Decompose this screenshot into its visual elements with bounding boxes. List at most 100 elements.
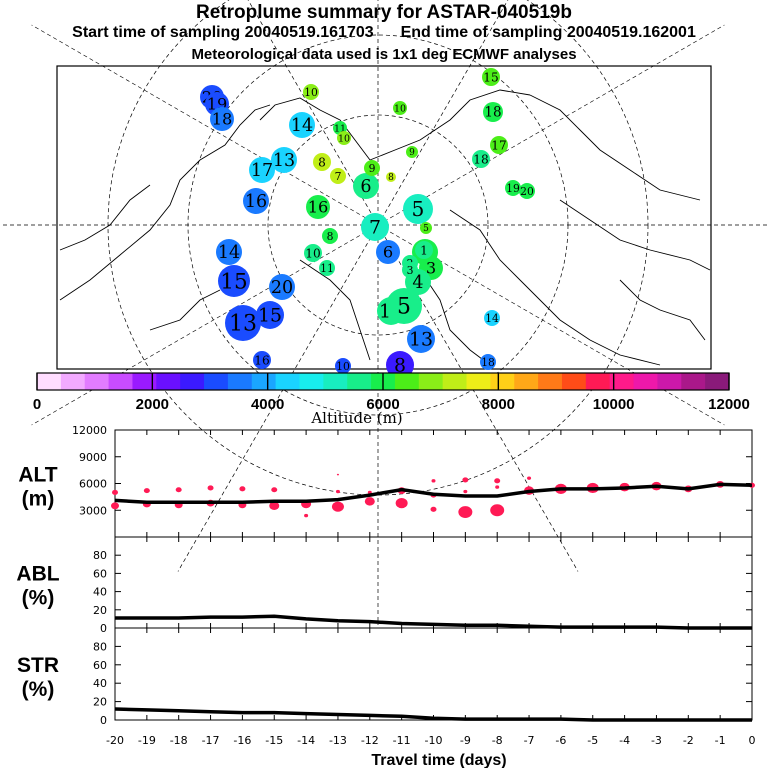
bubble-label: 14 — [291, 116, 313, 136]
altitude-point — [395, 498, 408, 509]
x-tick-label: -6 — [555, 734, 566, 747]
map-bubble: 10 — [393, 101, 407, 115]
bubble-label: 9 — [409, 148, 415, 158]
colorbar-swatch — [466, 373, 491, 390]
bubble-marker — [376, 240, 400, 264]
colorbar-swatch — [538, 373, 563, 390]
colorbar-label: Altitude (m) — [310, 409, 402, 427]
x-tick-label: -11 — [393, 734, 411, 747]
bubble-label: 5 — [412, 197, 425, 221]
end-label: End time of sampling — [400, 24, 563, 41]
colorbar-swatch — [299, 373, 324, 390]
bubble-label: 18 — [473, 152, 488, 166]
mean-altitude-line — [114, 482, 753, 504]
map-bubble: 15 — [256, 301, 284, 329]
bubble-label: 15 — [258, 305, 282, 327]
map-bubble: 10 — [337, 131, 351, 145]
bubble-marker — [484, 310, 500, 326]
altitude-point — [207, 485, 214, 491]
bubble-label: 9 — [369, 162, 376, 175]
map-bubble: 15 — [482, 68, 500, 86]
altitude-point — [175, 487, 182, 493]
map-bubble: 7 — [330, 168, 346, 184]
coastline — [299, 259, 371, 361]
colorbar-tick-label: 4000 — [251, 396, 284, 413]
map-bubble: 3 — [402, 262, 418, 278]
map-panel: 1518101017189192020191814111013178769816… — [0, 0, 768, 625]
altitude-point — [336, 473, 339, 476]
panel-alt: 3000 6000 9000 12000 ALT(m) — [18, 424, 755, 538]
bubble-marker — [386, 288, 422, 324]
x-tick-label: -8 — [492, 734, 503, 747]
map-bubble: 8 — [313, 153, 331, 171]
bubble-label: 20 — [520, 185, 534, 198]
bubble-marker — [330, 168, 346, 184]
coastline — [369, 89, 531, 161]
bubble-marker — [402, 262, 418, 278]
map-bubble: 17 — [490, 136, 508, 154]
panel-unit: (%) — [22, 678, 55, 701]
bubble-label: 8 — [388, 173, 394, 183]
bubble-marker — [386, 351, 414, 379]
coastline — [529, 94, 701, 201]
altitude-point — [335, 489, 340, 494]
bubble-marker — [393, 101, 407, 115]
bubble-marker — [216, 239, 242, 265]
start-value: 20040519.161703 — [244, 24, 374, 41]
colorbar-swatch — [60, 373, 86, 390]
colorbar-swatch — [490, 373, 515, 390]
bubble-label: 18 — [212, 110, 233, 129]
colorbar-swatch — [418, 373, 444, 390]
bubble-label: 17 — [251, 161, 273, 181]
map-bubble: 11 — [319, 260, 335, 276]
colorbar-tick-label: 8000 — [482, 396, 515, 413]
colorbar-swatch — [347, 373, 372, 390]
bubble-marker — [480, 354, 496, 370]
map-bubble: 9 — [364, 160, 380, 176]
bubble-label: 8 — [318, 155, 326, 169]
map-bubble: 18 — [480, 354, 496, 370]
y-tick-label: 20 — [93, 604, 107, 617]
altitude-point — [462, 477, 469, 483]
plot-title: Retroplume summary for ASTAR-040519b — [0, 2, 768, 24]
y-tick-label: 60 — [93, 567, 107, 580]
meteo-note: Meteorological data used is 1x1 deg ECMW… — [0, 46, 768, 63]
bubble-marker — [210, 107, 234, 131]
colorbar-swatch — [204, 373, 229, 390]
x-tick-label: 0 — [749, 734, 756, 747]
altitude-point — [271, 487, 278, 493]
latitude-circle — [267, 114, 489, 336]
bubble-label: 14 — [218, 243, 240, 263]
bubble-marker — [472, 150, 490, 168]
bubble-label: 11 — [320, 262, 334, 275]
colorbar-swatch — [108, 373, 133, 390]
y-tick-label: 0 — [100, 714, 107, 727]
colorbar-swatch — [394, 373, 420, 390]
y-tick-label: 40 — [93, 677, 107, 690]
y-tick-label: 40 — [93, 586, 107, 599]
coastline — [259, 97, 371, 161]
start-label: Start time of sampling — [72, 24, 241, 41]
bubble-marker — [306, 195, 330, 219]
colorbar-swatch — [156, 373, 181, 390]
map-bubble: 14 — [216, 239, 242, 265]
map-bubble: 18 — [472, 150, 490, 168]
altitude-point — [490, 504, 505, 517]
bubble-label: 8 — [394, 355, 406, 377]
colorbar-swatch — [275, 373, 300, 390]
bubble-marker — [218, 265, 250, 297]
altitude-point — [304, 513, 309, 518]
bubble-label: 6 — [360, 177, 371, 197]
x-tick-label: -15 — [265, 734, 283, 747]
altitude-point — [463, 489, 468, 494]
bubble-label: 16 — [254, 353, 269, 367]
meteo-text: Meteorological data used is 1x1 deg ECMW… — [191, 46, 577, 63]
bubble-label: 15 — [220, 270, 247, 295]
coastline — [419, 269, 491, 366]
bubble-marker — [361, 213, 389, 241]
colorbar-tick-label: 6000 — [366, 396, 399, 413]
map-bubble: 6 — [353, 173, 379, 199]
x-tick-label: -19 — [138, 734, 156, 747]
coastline — [449, 209, 661, 366]
